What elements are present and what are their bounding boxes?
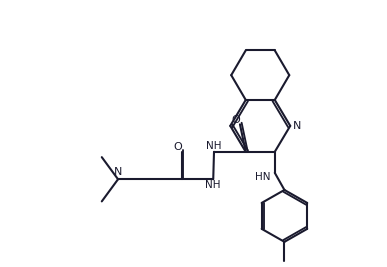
Text: NH: NH (206, 141, 221, 151)
Text: HN: HN (255, 172, 271, 182)
Text: O: O (232, 115, 240, 125)
Text: NH: NH (205, 180, 221, 190)
Text: N: N (293, 121, 301, 131)
Text: O: O (173, 142, 182, 152)
Text: N: N (113, 167, 122, 177)
